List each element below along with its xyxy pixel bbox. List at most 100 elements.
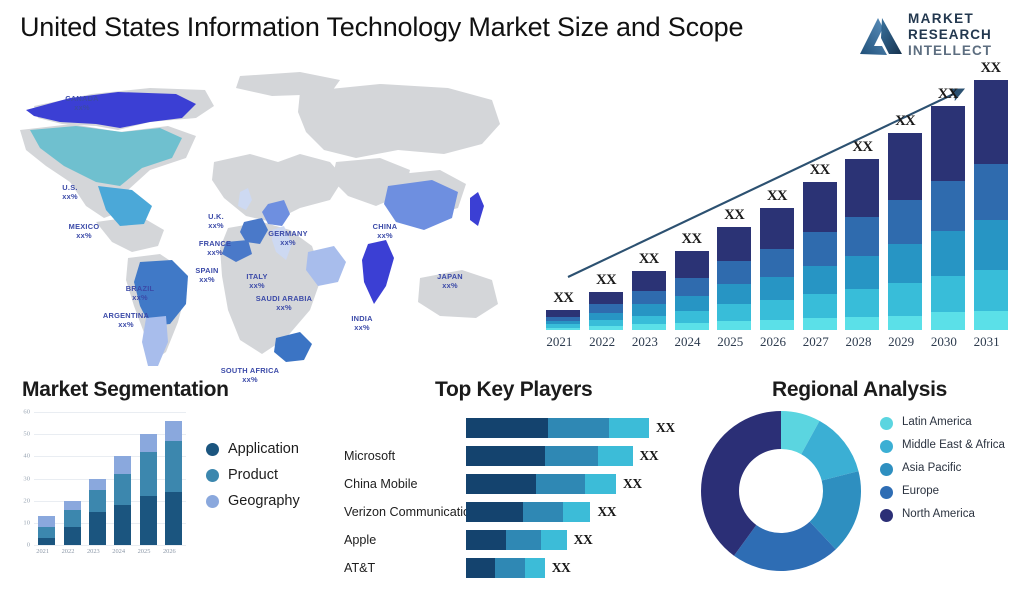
forecast-bar-segment-segment-3 — [802, 265, 837, 295]
key-player-row: Apple XX — [335, 526, 695, 554]
map-label-name: ITALY — [246, 272, 268, 281]
forecast-bar-value: XX — [553, 290, 574, 306]
map-country-mexico — [98, 186, 152, 226]
donut-slice-asia-pacific — [809, 471, 861, 550]
segmentation-segment-application — [164, 491, 182, 545]
key-player-name: AT&T — [344, 561, 376, 575]
segmentation-bar-2021 — [38, 516, 56, 545]
map-label-u-s-: U.S. xx% — [62, 183, 78, 201]
segmentation-gridline — [34, 545, 186, 546]
regional-legend-item-north-america[interactable]: North America — [880, 508, 1005, 522]
regional-legend-item-asia-pacific[interactable]: Asia Pacific — [880, 462, 1005, 476]
map-label-argentina: ARGENTINA xx% — [103, 311, 149, 329]
key-player-segment-segment-3 — [524, 558, 545, 578]
forecast-bar-segment-segment-2 — [589, 304, 624, 314]
legend-swatch-icon — [206, 442, 219, 456]
map-label-value: xx% — [199, 275, 215, 285]
forecast-bar-segment-segment-1 — [674, 251, 709, 278]
forecast-bar-segment-segment-1 — [717, 226, 752, 262]
regional-legend-item-latin-america[interactable]: Latin America — [880, 416, 1005, 430]
forecast-bar-2028: XX — [845, 139, 880, 330]
map-country-france — [240, 218, 268, 244]
map-label-value: xx% — [377, 231, 393, 241]
segmentation-segment-product — [139, 451, 157, 497]
regional-legend-label: Asia Pacific — [902, 462, 962, 474]
forecast-bar-segment-segment-4 — [674, 311, 709, 324]
map-country-u-s- — [30, 126, 182, 186]
map-label-italy: ITALY xx% — [246, 272, 267, 290]
donut-slice-latin-america — [781, 411, 820, 455]
key-player-bar — [466, 446, 633, 466]
map-label-value: xx% — [442, 281, 458, 291]
header: United States Information Technology Mar… — [0, 0, 1024, 72]
segmentation-legend-item-application[interactable]: Application — [206, 436, 300, 462]
segmentation-x-label-2025: 2025 — [137, 548, 151, 555]
map-label-brazil: BRAZIL xx% — [126, 284, 155, 302]
market-segmentation-title: Market Segmentation — [22, 378, 229, 401]
map-country-japan — [470, 192, 484, 226]
segmentation-legend-item-geography[interactable]: Geography — [206, 488, 300, 514]
regional-legend-item-europe[interactable]: Europe — [880, 485, 1005, 499]
segmentation-x-label-2026: 2026 — [162, 548, 176, 555]
segmentation-y-tick: 60 — [23, 408, 30, 416]
map-label-france: FRANCE xx% — [199, 239, 231, 257]
legend-swatch-icon — [880, 509, 893, 522]
forecast-bar-segment-segment-5 — [717, 321, 752, 330]
segmentation-legend-label: Application — [228, 441, 299, 457]
segmentation-segment-product — [88, 489, 106, 512]
map-label-name: BRAZIL — [125, 284, 155, 293]
segmentation-segment-geography — [139, 434, 157, 452]
forecast-x-label-2031: 2031 — [973, 334, 1000, 349]
logo-m-icon — [860, 18, 902, 55]
segmentation-x-label-2024: 2024 — [112, 548, 126, 555]
logo-line-market: MARKET — [908, 11, 975, 26]
forecast-bar-segment-segment-2 — [760, 248, 794, 277]
forecast-bar-segment-segment-1 — [589, 292, 624, 305]
legend-swatch-icon — [880, 463, 893, 476]
world-map-panel: CANADA xx% U.S. xx% MEXICO xx% BRAZIL xx% ARGENT… — [0, 66, 520, 384]
segmentation-gridline — [34, 412, 186, 413]
key-player-row: Microsoft XX — [335, 442, 695, 470]
forecast-bar-segment-segment-5 — [674, 323, 709, 330]
forecast-bar-2029: XX — [888, 113, 923, 330]
key-player-row: AT&T XX — [335, 554, 695, 582]
forecast-bar-segment-segment-3 — [888, 244, 923, 284]
segmentation-legend-item-product[interactable]: Product — [206, 462, 300, 488]
forecast-bar-2030: XX — [930, 86, 965, 330]
key-player-row: China Mobile XX — [335, 470, 695, 498]
segmentation-bar-2026 — [164, 420, 182, 545]
map-country-italy — [272, 226, 292, 260]
legend-swatch-icon — [880, 417, 893, 430]
top-key-players-title: Top Key Players — [435, 378, 593, 401]
key-player-value: XX — [573, 532, 593, 547]
key-player-segment-segment-2 — [506, 530, 542, 550]
donut-slice-middle-east-africa — [801, 420, 859, 481]
key-player-bar — [466, 502, 591, 522]
map-country-germany — [262, 200, 290, 226]
regional-legend-item-middle-east-africa[interactable]: Middle East & Africa — [880, 439, 1005, 453]
map-country-south-africa — [274, 332, 312, 362]
segmentation-segment-geography — [164, 420, 182, 441]
map-label-saudi-arabia: SAUDI ARABIA xx% — [256, 294, 313, 312]
page-title: United States Information Technology Mar… — [20, 12, 744, 42]
map-country-brazil — [134, 260, 188, 326]
regional-analysis-title: Regional Analysis — [772, 378, 948, 401]
map-label-name: SOUTH AFRICA — [220, 366, 280, 375]
key-players-rows: XX Microsoft XX China Mobile XX Verizon Commu… — [335, 414, 695, 582]
forecast-bar-segment-segment-2 — [973, 164, 1008, 220]
segmentation-segment-application — [63, 527, 81, 545]
forecast-bar-segment-segment-5 — [802, 317, 837, 330]
map-country-u-k- — [238, 188, 252, 210]
top-key-players-panel: Top Key Players XX Microsoft XX China Mobil… — [335, 370, 695, 591]
forecast-bar-value: XX — [596, 272, 617, 289]
map-label-name: JAPAN — [437, 272, 463, 281]
map-label-name: SPAIN — [195, 266, 219, 275]
regional-legend-label: Latin America — [902, 416, 972, 428]
map-label-india: INDIA xx% — [351, 314, 372, 332]
segmentation-legend: Application Product Geography — [206, 436, 300, 514]
forecast-bar-segment-segment-5 — [546, 327, 581, 330]
forecast-bar-segment-segment-4 — [802, 294, 837, 318]
segmentation-gridline — [34, 456, 186, 458]
key-player-segment-segment-1 — [466, 474, 536, 494]
map-country-saudi-arabia — [306, 246, 346, 286]
